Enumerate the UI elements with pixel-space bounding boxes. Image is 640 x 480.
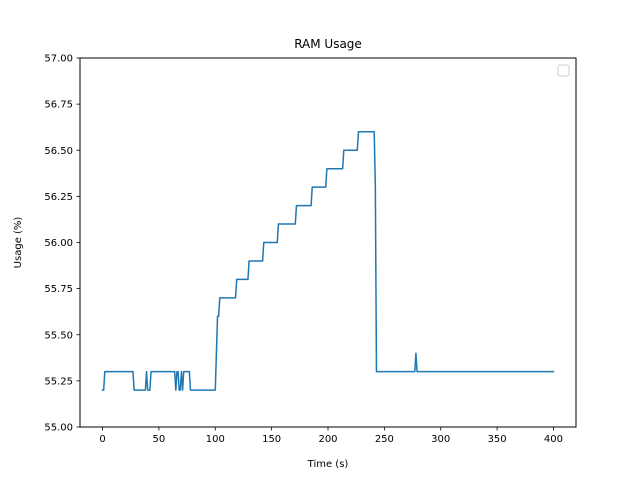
y-tick-label: 56.75 <box>44 100 73 111</box>
legend <box>557 64 570 77</box>
series-line <box>101 131 555 391</box>
y-tick-label: 57.00 <box>44 54 73 65</box>
x-tick-label: 250 <box>375 434 394 445</box>
y-tick-label: 56.00 <box>44 238 73 249</box>
y-axis-label: Usage (%) <box>13 217 24 269</box>
y-tick-label: 55.50 <box>44 330 73 341</box>
x-tick-label: 50 <box>153 434 166 445</box>
x-tick-label: 350 <box>488 434 507 445</box>
y-tick-label: 55.25 <box>44 376 73 387</box>
x-tick-label: 200 <box>318 434 337 445</box>
plot-layer <box>101 131 555 391</box>
x-tick-label: 100 <box>206 434 225 445</box>
legend-box <box>557 64 570 77</box>
plot-frame <box>79 57 577 428</box>
x-tick-label: 300 <box>431 434 450 445</box>
x-axis-label: Time (s) <box>307 459 349 470</box>
y-tick-label: 56.25 <box>44 192 73 203</box>
y-tick-label: 55.75 <box>44 284 73 295</box>
y-axis-ticks: 55.00 55.25 55.50 55.75 56.00 56.25 56.50 56.75… <box>44 54 80 434</box>
x-tick-label: 0 <box>99 434 105 445</box>
x-axis-ticks: 0 50 100 150 200 250 300 350 400 <box>99 427 563 445</box>
y-tick-label: 56.50 <box>44 146 73 157</box>
x-tick-label: 150 <box>262 434 281 445</box>
x-tick-label: 400 <box>544 434 563 445</box>
y-tick-label: 55.00 <box>44 423 73 434</box>
chart-title: RAM Usage <box>294 37 362 51</box>
